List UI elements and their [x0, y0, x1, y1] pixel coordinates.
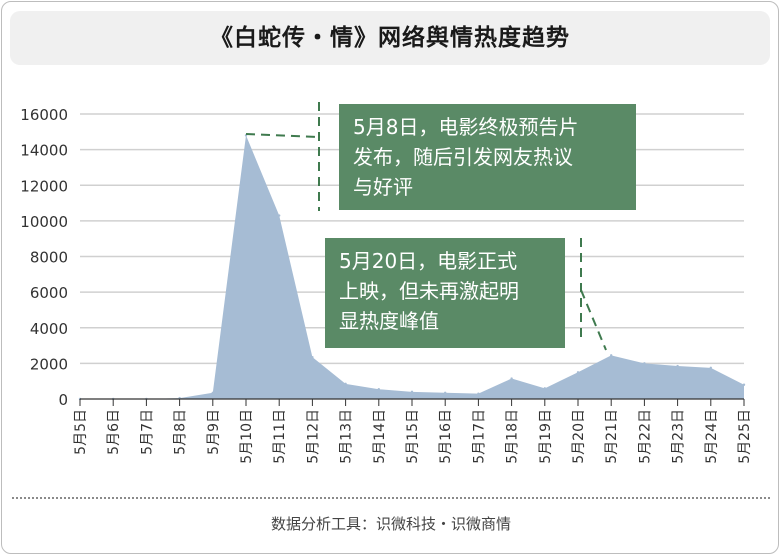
data-point — [477, 392, 480, 395]
x-tick-label: 5月18日 — [505, 409, 521, 464]
data-point — [543, 387, 546, 390]
data-point — [410, 390, 414, 394]
y-tick-label: 12000 — [20, 177, 68, 195]
data-point — [211, 391, 214, 394]
data-point — [576, 371, 580, 374]
x-tick-label: 5月9日 — [206, 409, 222, 455]
annotation-line: 5月20日，电影正式 — [339, 249, 518, 273]
y-tick-label: 2000 — [30, 355, 68, 373]
x-tick-label: 5月8日 — [173, 409, 189, 455]
y-tick-label: 4000 — [30, 320, 68, 338]
y-tick-label: 8000 — [30, 249, 68, 267]
data-point — [643, 362, 646, 365]
x-tick-label: 5月7日 — [139, 409, 155, 455]
y-tick-label: 10000 — [20, 213, 68, 231]
annotation-line: 5月8日，电影终极预告片 — [353, 115, 579, 139]
x-tick-label: 5月11日 — [272, 409, 288, 464]
data-point — [742, 383, 746, 386]
annotation-line: 上映，但未再激起明 — [339, 279, 519, 303]
x-tick-label: 5月22日 — [637, 409, 653, 464]
x-tick-label: 5月16日 — [438, 409, 454, 464]
y-tick-label: 14000 — [20, 142, 68, 160]
x-tick-label: 5月12日 — [305, 409, 321, 464]
x-tick-label: 5月23日 — [671, 409, 687, 464]
annotation-connector — [580, 289, 607, 351]
x-tick-label: 5月19日 — [538, 409, 554, 464]
x-tick-label: 5月15日 — [405, 409, 421, 464]
annotation-line: 与好评 — [353, 175, 413, 199]
annotation-connector — [245, 133, 320, 138]
annotation-line: 显热度峰值 — [339, 309, 439, 333]
x-tick-label: 5月20日 — [571, 409, 587, 464]
x-tick-label: 5月13日 — [339, 409, 355, 464]
x-tick-label: 5月10日 — [239, 409, 255, 464]
data-point — [377, 388, 380, 391]
data-point — [344, 382, 347, 386]
x-tick-label: 5月17日 — [471, 409, 487, 464]
annotation-trailer-release: 5月8日，电影终极预告片 发布，随后引发网友热议 与好评 — [339, 104, 636, 210]
x-tick-label: 5月21日 — [604, 409, 620, 464]
data-point — [676, 364, 679, 368]
data-point — [278, 214, 281, 217]
data-point — [311, 355, 314, 359]
chart-title: 《白蛇传・情》网络舆情热度趋势 — [210, 25, 570, 51]
data-point — [510, 377, 513, 380]
x-tick-label: 5月5日 — [73, 409, 89, 455]
y-tick-label: 6000 — [30, 284, 68, 302]
data-point — [610, 354, 613, 357]
annotation-line: 发布，随后引发网友热议 — [353, 145, 573, 169]
data-point — [444, 391, 447, 394]
footer-divider — [12, 497, 770, 499]
y-tick-label: 0 — [58, 391, 68, 409]
data-point — [709, 366, 712, 370]
x-tick-label: 5月6日 — [106, 409, 122, 455]
y-tick-label: 16000 — [20, 106, 68, 124]
data-source: 数据分析工具：识微科技・识微商情 — [270, 515, 511, 533]
x-tick-label: 5月24日 — [704, 409, 720, 464]
x-tick-label: 5月14日 — [372, 409, 388, 464]
area-series — [80, 135, 744, 399]
title-bar: 《白蛇传・情》网络舆情热度趋势 — [10, 11, 770, 65]
x-tick-label: 5月25日 — [737, 409, 753, 464]
annotation-film-release: 5月20日，电影正式 上映，但未再激起明 显热度峰值 — [325, 238, 565, 348]
